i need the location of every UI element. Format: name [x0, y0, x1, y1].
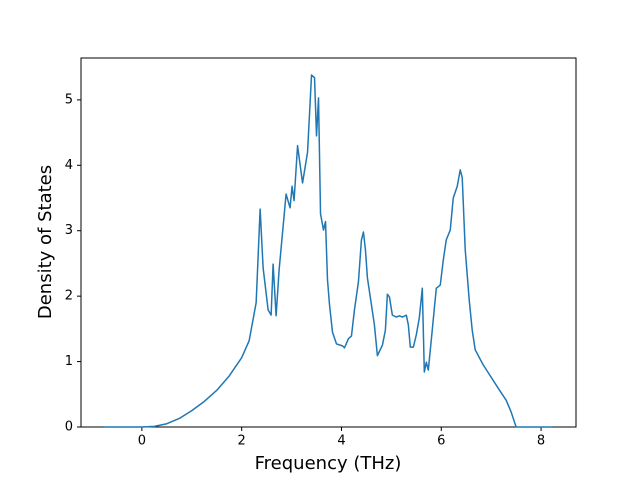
y-tick-label: 5	[65, 92, 73, 107]
y-tick-label: 0	[65, 420, 73, 435]
x-tick-label: 0	[138, 434, 146, 449]
x-axis-label: Frequency (THz)	[255, 453, 402, 474]
dos-line	[103, 74, 553, 428]
y-axis-label: Density of States	[35, 165, 56, 319]
y-tick-label: 1	[65, 354, 73, 369]
y-tick-label: 3	[65, 223, 73, 238]
x-tick-label: 6	[437, 434, 445, 449]
y-tick-label: 2	[65, 289, 73, 304]
plot-frame	[80, 57, 577, 428]
x-tick-label: 8	[537, 434, 545, 449]
x-tick-label: 2	[238, 434, 246, 449]
x-tick-label: 4	[337, 434, 345, 449]
y-tick-label: 4	[65, 158, 73, 173]
